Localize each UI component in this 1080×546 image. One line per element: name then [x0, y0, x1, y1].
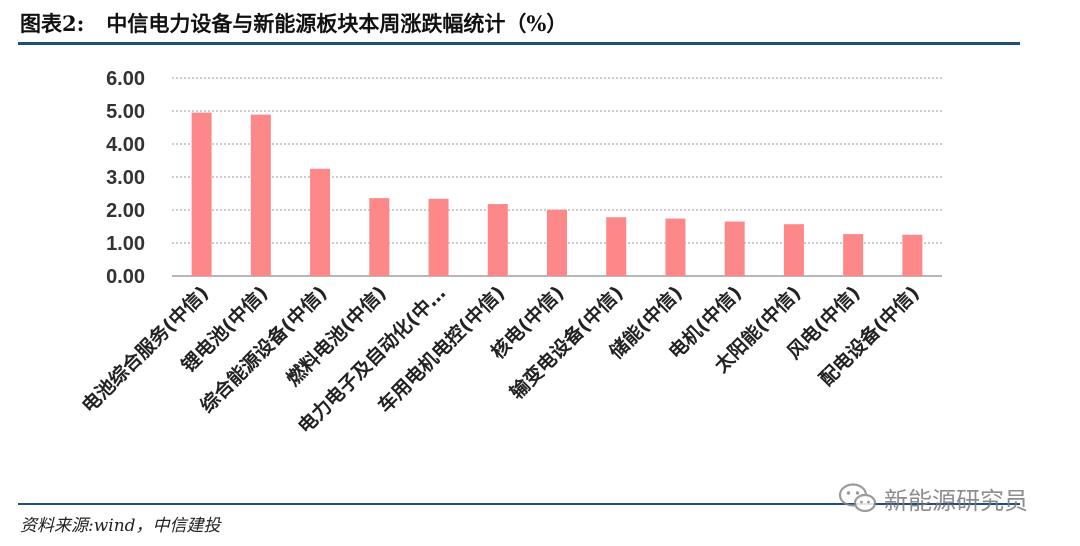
- bar: [843, 234, 864, 276]
- wechat-icon: [838, 483, 877, 513]
- y-tick-label: 1.00: [106, 233, 145, 255]
- y-tick-label: 4.00: [106, 134, 145, 156]
- y-tick-label: 0.00: [106, 266, 145, 288]
- figure-number: 图表2:: [20, 11, 85, 36]
- bar: [487, 204, 508, 276]
- y-tick-label: 6.00: [106, 68, 145, 90]
- y-tick-label: 5.00: [106, 101, 145, 123]
- x-tick-label: 输变电设备(中信): [505, 281, 628, 404]
- bar: [191, 112, 212, 277]
- bar: [665, 218, 686, 276]
- bar: [369, 198, 390, 276]
- watermark: 新能源研究员: [838, 478, 1053, 518]
- y-tick-label: 3.00: [106, 167, 145, 189]
- bar: [310, 168, 331, 276]
- figure-title: 图表2: 中信电力设备与新能源板块本周涨跌幅统计（%）: [20, 8, 567, 38]
- bar: [606, 217, 627, 276]
- watermark-text: 新能源研究员: [884, 486, 1028, 515]
- y-tick-label: 2.00: [106, 200, 145, 222]
- source-note: 资料来源:wind，中信建投: [20, 516, 221, 536]
- bar: [783, 224, 804, 276]
- bar-chart: 0.001.002.003.004.005.006.00电池综合服务(中信)锂电…: [77, 68, 942, 438]
- bar: [547, 209, 567, 276]
- bar: [250, 114, 271, 276]
- bar: [724, 221, 745, 276]
- bar: [428, 198, 449, 276]
- figure-title-text: 中信电力设备与新能源板块本周涨跌幅统计（%）: [106, 11, 568, 36]
- x-tick-label: 燃料电池(中信): [282, 281, 391, 390]
- bottom-rule: [18, 503, 1020, 505]
- bar: [902, 234, 923, 276]
- top-rule: [18, 42, 1020, 45]
- x-tick-label: 配电设备(中信): [815, 281, 924, 390]
